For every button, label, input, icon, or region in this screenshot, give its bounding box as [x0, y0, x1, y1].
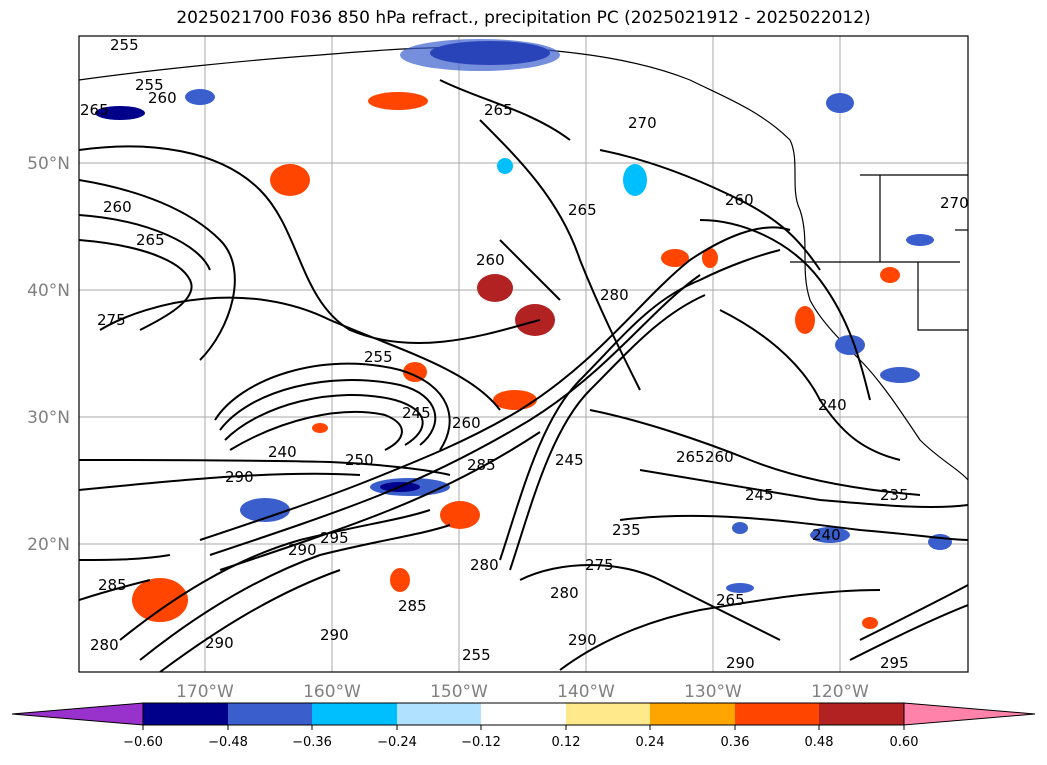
contour-label: 280: [600, 286, 629, 304]
contour-label: 285: [467, 456, 496, 474]
contour-label: 290: [726, 654, 755, 672]
colorbar-frame: [142, 702, 905, 726]
lon-label-170w: 170°W: [176, 682, 234, 702]
colorbar-tick-label: −0.48: [208, 735, 248, 750]
contour-lines: [79, 79, 968, 672]
colorbar-segment: [650, 703, 735, 725]
map-frame: [78, 35, 969, 673]
contour-label: 270: [940, 194, 969, 212]
contour-label: 265: [80, 101, 109, 119]
lat-label-30n: 30°N: [27, 408, 70, 428]
colorbar-segment: [143, 703, 228, 725]
contour-label: 280: [90, 636, 119, 654]
colorbar-tick-label: −0.36: [292, 735, 332, 750]
contour-label: 280: [470, 556, 499, 574]
contour-label: 285: [398, 597, 427, 615]
contour-label: 235: [880, 486, 909, 504]
lon-label-140w: 140°W: [557, 682, 615, 702]
contour-label: 265: [484, 101, 513, 119]
contour-label: 290: [288, 541, 317, 559]
colorbar-tick-label: 0.12: [552, 735, 581, 750]
contour-label: 255: [364, 348, 393, 366]
map-plot-area: 255 255 260 265 265 270 260 265 260 265 …: [79, 36, 969, 672]
contour-label: 255: [462, 646, 491, 664]
contour-label: 260: [476, 251, 505, 269]
latitude-labels: 50°N 40°N 30°N 20°N: [27, 154, 70, 555]
colorbar-segment: [397, 703, 481, 725]
lon-label-130w: 130°W: [684, 682, 742, 702]
contour-label: 265: [676, 448, 705, 466]
precip-patches: [95, 39, 952, 629]
map-title: 2025021700 F036 850 hPa refract., precip…: [176, 8, 871, 28]
colorbar-segment: [481, 703, 566, 725]
contour-label: 295: [880, 654, 909, 672]
contour-label: 255: [135, 76, 164, 94]
contour-label: 295: [320, 529, 349, 547]
contour-label: 260: [452, 414, 481, 432]
contour-label: 245: [745, 486, 774, 504]
colorbar-ticks: [142, 725, 905, 730]
contour-label: 250: [345, 451, 374, 469]
contour-label: 285: [98, 576, 127, 594]
coastlines: [79, 46, 968, 481]
colorbar-tick-label: −0.60: [123, 735, 163, 750]
colorbar-tick-label: 0.60: [890, 735, 919, 750]
contour-label: 290: [225, 468, 254, 486]
colorbar-tick-label: 0.24: [636, 735, 665, 750]
colorbar-segment: [566, 703, 650, 725]
lat-label-20n: 20°N: [27, 535, 70, 555]
contour-label: 265: [716, 591, 745, 609]
colorbar-extend-high: [903, 702, 1036, 726]
contour-label: 260: [705, 448, 734, 466]
contour-label: 290: [205, 634, 234, 652]
contour-label: 255: [110, 36, 139, 54]
colorbar-tick-label: 0.36: [721, 735, 750, 750]
contour-labels: 255 255 260 265 265 270 260 265 260 265 …: [80, 36, 969, 672]
colorbar-tick-label: −0.24: [377, 735, 417, 750]
contour-label: 240: [812, 526, 841, 544]
contour-label: 260: [148, 89, 177, 107]
lon-label-150w: 150°W: [430, 682, 488, 702]
lat-label-50n: 50°N: [27, 154, 70, 174]
lon-label-160w: 160°W: [303, 682, 361, 702]
contour-label: 240: [818, 396, 847, 414]
contour-label: 265: [568, 201, 597, 219]
colorbar-segment: [228, 703, 312, 725]
lat-label-40n: 40°N: [27, 281, 70, 301]
colorbar-segment: [312, 703, 397, 725]
colorbar-tick-label: 0.48: [805, 735, 834, 750]
contour-label: 245: [402, 404, 431, 422]
contour-label: 275: [97, 311, 126, 329]
colorbar-extend-low: [11, 702, 144, 726]
contour-label: 280: [550, 584, 579, 602]
contour-label: 240: [268, 443, 297, 461]
contour-label: 245: [555, 451, 584, 469]
contour-label: 270: [628, 114, 657, 132]
contour-label: 290: [320, 626, 349, 644]
lon-label-120w: 120°W: [811, 682, 869, 702]
colorbar-segment: [735, 703, 819, 725]
colorbar: −0.60 −0.48 −0.36 −0.24 −0.12 0.12 0.24 …: [11, 702, 1036, 750]
contour-label: 290: [568, 631, 597, 649]
colorbar-tick-label: −0.12: [461, 735, 501, 750]
contour-label: 275: [585, 556, 614, 574]
longitude-labels: 170°W 160°W 150°W 140°W 130°W 120°W: [176, 682, 869, 702]
contour-label: 235: [612, 521, 641, 539]
contour-label: 260: [103, 198, 132, 216]
contour-label: 265: [136, 231, 165, 249]
colorbar-segment: [819, 703, 904, 725]
contour-label: 260: [725, 191, 754, 209]
